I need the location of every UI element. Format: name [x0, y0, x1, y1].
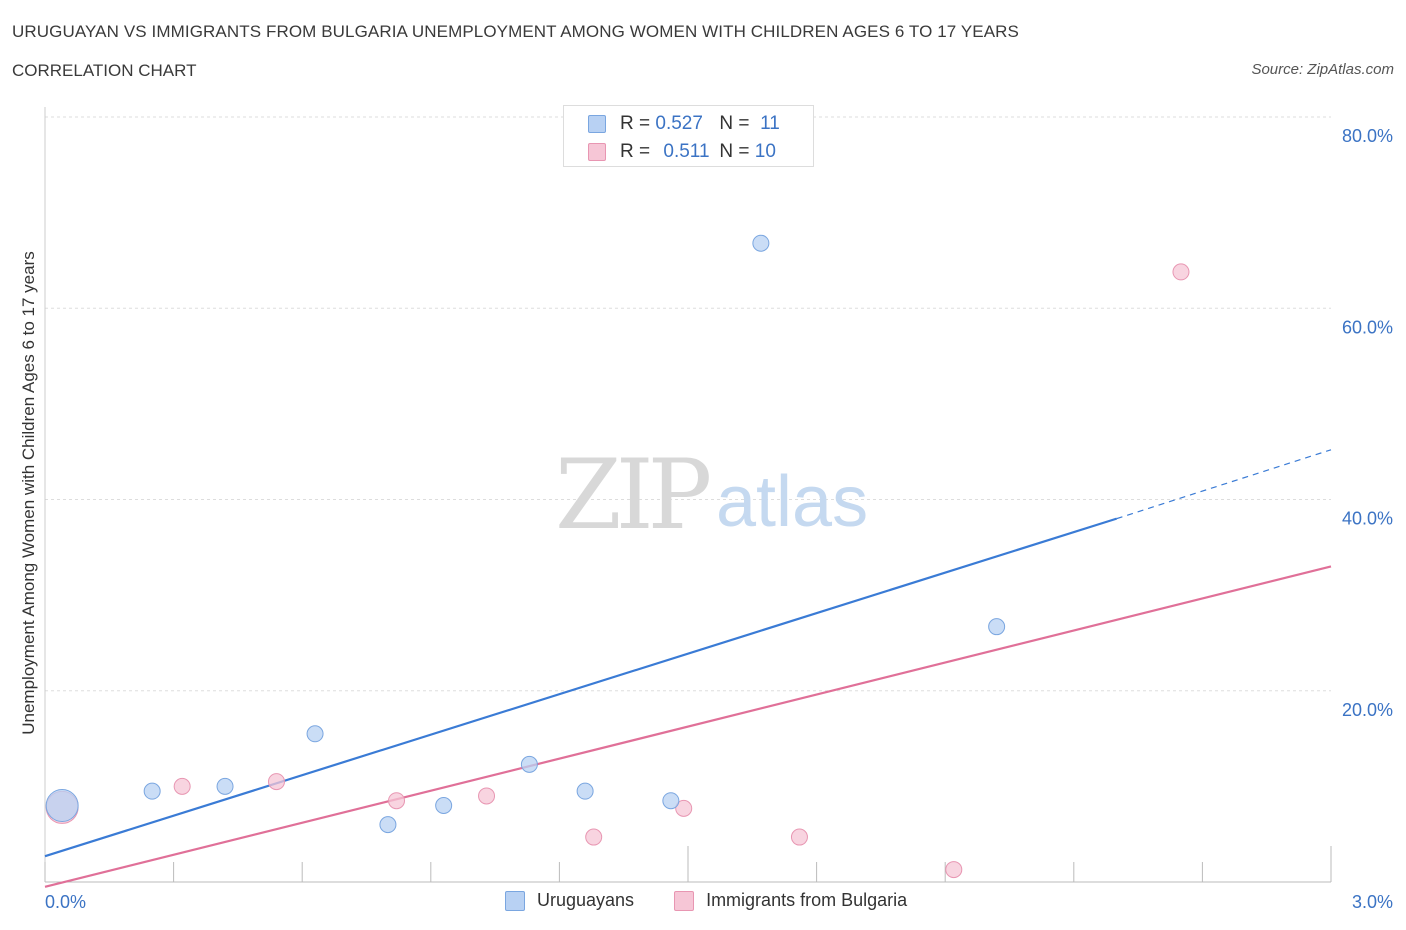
point-bulgaria	[790, 828, 808, 846]
y-tick-label: 40.0%	[1342, 509, 1393, 529]
point-bulgaria	[267, 773, 285, 791]
x-tick-label: 3.0%	[1352, 892, 1393, 912]
legend-r-label: R =	[620, 113, 651, 134]
axes	[44, 107, 1332, 883]
point-uruguayans	[306, 725, 324, 743]
legend-swatch-uruguayans	[505, 890, 525, 911]
source-label: Source: ZipAtlas.com	[1251, 61, 1394, 78]
point-uruguayans	[435, 797, 453, 814]
x-tick-label: 0.0%	[45, 892, 86, 912]
trend-line-uruguayans	[44, 517, 1117, 858]
point-bulgaria	[1172, 263, 1190, 281]
y-tick-label: 60.0%	[1342, 317, 1393, 337]
legend-n-value: 10	[754, 141, 776, 162]
legend-row-uruguayans: R = 0.527 N = 11	[588, 112, 780, 136]
point-uruguayans	[520, 755, 538, 773]
y-tick-label: 80.0%	[1342, 126, 1393, 146]
point-bulgaria	[585, 828, 603, 846]
stats-legend: R = 0.527 N = 11 R = 0.511 N = 10	[563, 105, 814, 167]
data-points	[45, 234, 1190, 879]
legend-n-value: 11	[760, 113, 780, 134]
watermark-zip: ZIP	[555, 439, 710, 551]
watermark-atlas: atlas	[716, 462, 868, 542]
point-uruguayans	[45, 789, 79, 822]
legend-n-label: N =	[719, 141, 750, 162]
gridlines	[45, 116, 1331, 692]
legend-label-uruguayans: Uruguayans	[537, 890, 635, 910]
point-uruguayans	[576, 782, 594, 800]
point-uruguayans	[988, 618, 1006, 636]
point-uruguayans	[216, 777, 234, 795]
point-uruguayans	[143, 782, 161, 800]
trend-line-uruguayans-extension	[1116, 449, 1332, 520]
legend-swatch-uruguayans	[588, 115, 606, 133]
legend-item-bulgaria[interactable]: Immigrants from Bulgaria	[674, 890, 907, 911]
point-bulgaria	[173, 777, 191, 795]
point-bulgaria	[478, 787, 496, 805]
series-legend: Uruguayans Immigrants from Bulgaria	[505, 890, 947, 911]
legend-row-bulgaria: R = 0.511 N = 10	[588, 140, 776, 164]
chart-subtitle: CORRELATION CHART	[12, 61, 197, 80]
y-tick-label: 20.0%	[1342, 700, 1393, 720]
legend-swatch-bulgaria	[588, 143, 606, 161]
legend-swatch-bulgaria	[674, 890, 695, 911]
trend-lines	[44, 449, 1332, 888]
watermark: ZIP atlas	[555, 439, 868, 551]
point-uruguayans	[662, 792, 680, 810]
point-bulgaria	[675, 799, 693, 817]
y-axis-label: Unemployment Among Women with Children A…	[19, 251, 38, 735]
legend-r-value: 0.511	[663, 141, 710, 162]
point-bulgaria	[945, 861, 963, 879]
legend-r-value: 0.527	[655, 113, 703, 134]
point-uruguayans	[379, 816, 397, 834]
point-bulgaria	[388, 792, 406, 810]
trend-line-bulgaria	[44, 565, 1332, 888]
legend-n-label: N =	[719, 113, 750, 134]
legend-r-label: R =	[620, 141, 651, 162]
chart-title: URUGUAYAN VS IMMIGRANTS FROM BULGARIA UN…	[12, 22, 1019, 41]
legend-label-bulgaria: Immigrants from Bulgaria	[706, 890, 908, 910]
legend-item-uruguayans[interactable]: Uruguayans	[505, 890, 634, 911]
tick-labels: 20.0% 40.0% 60.0% 80.0% 0.0% 3.0%	[45, 126, 1393, 912]
point-uruguayans	[752, 234, 770, 252]
